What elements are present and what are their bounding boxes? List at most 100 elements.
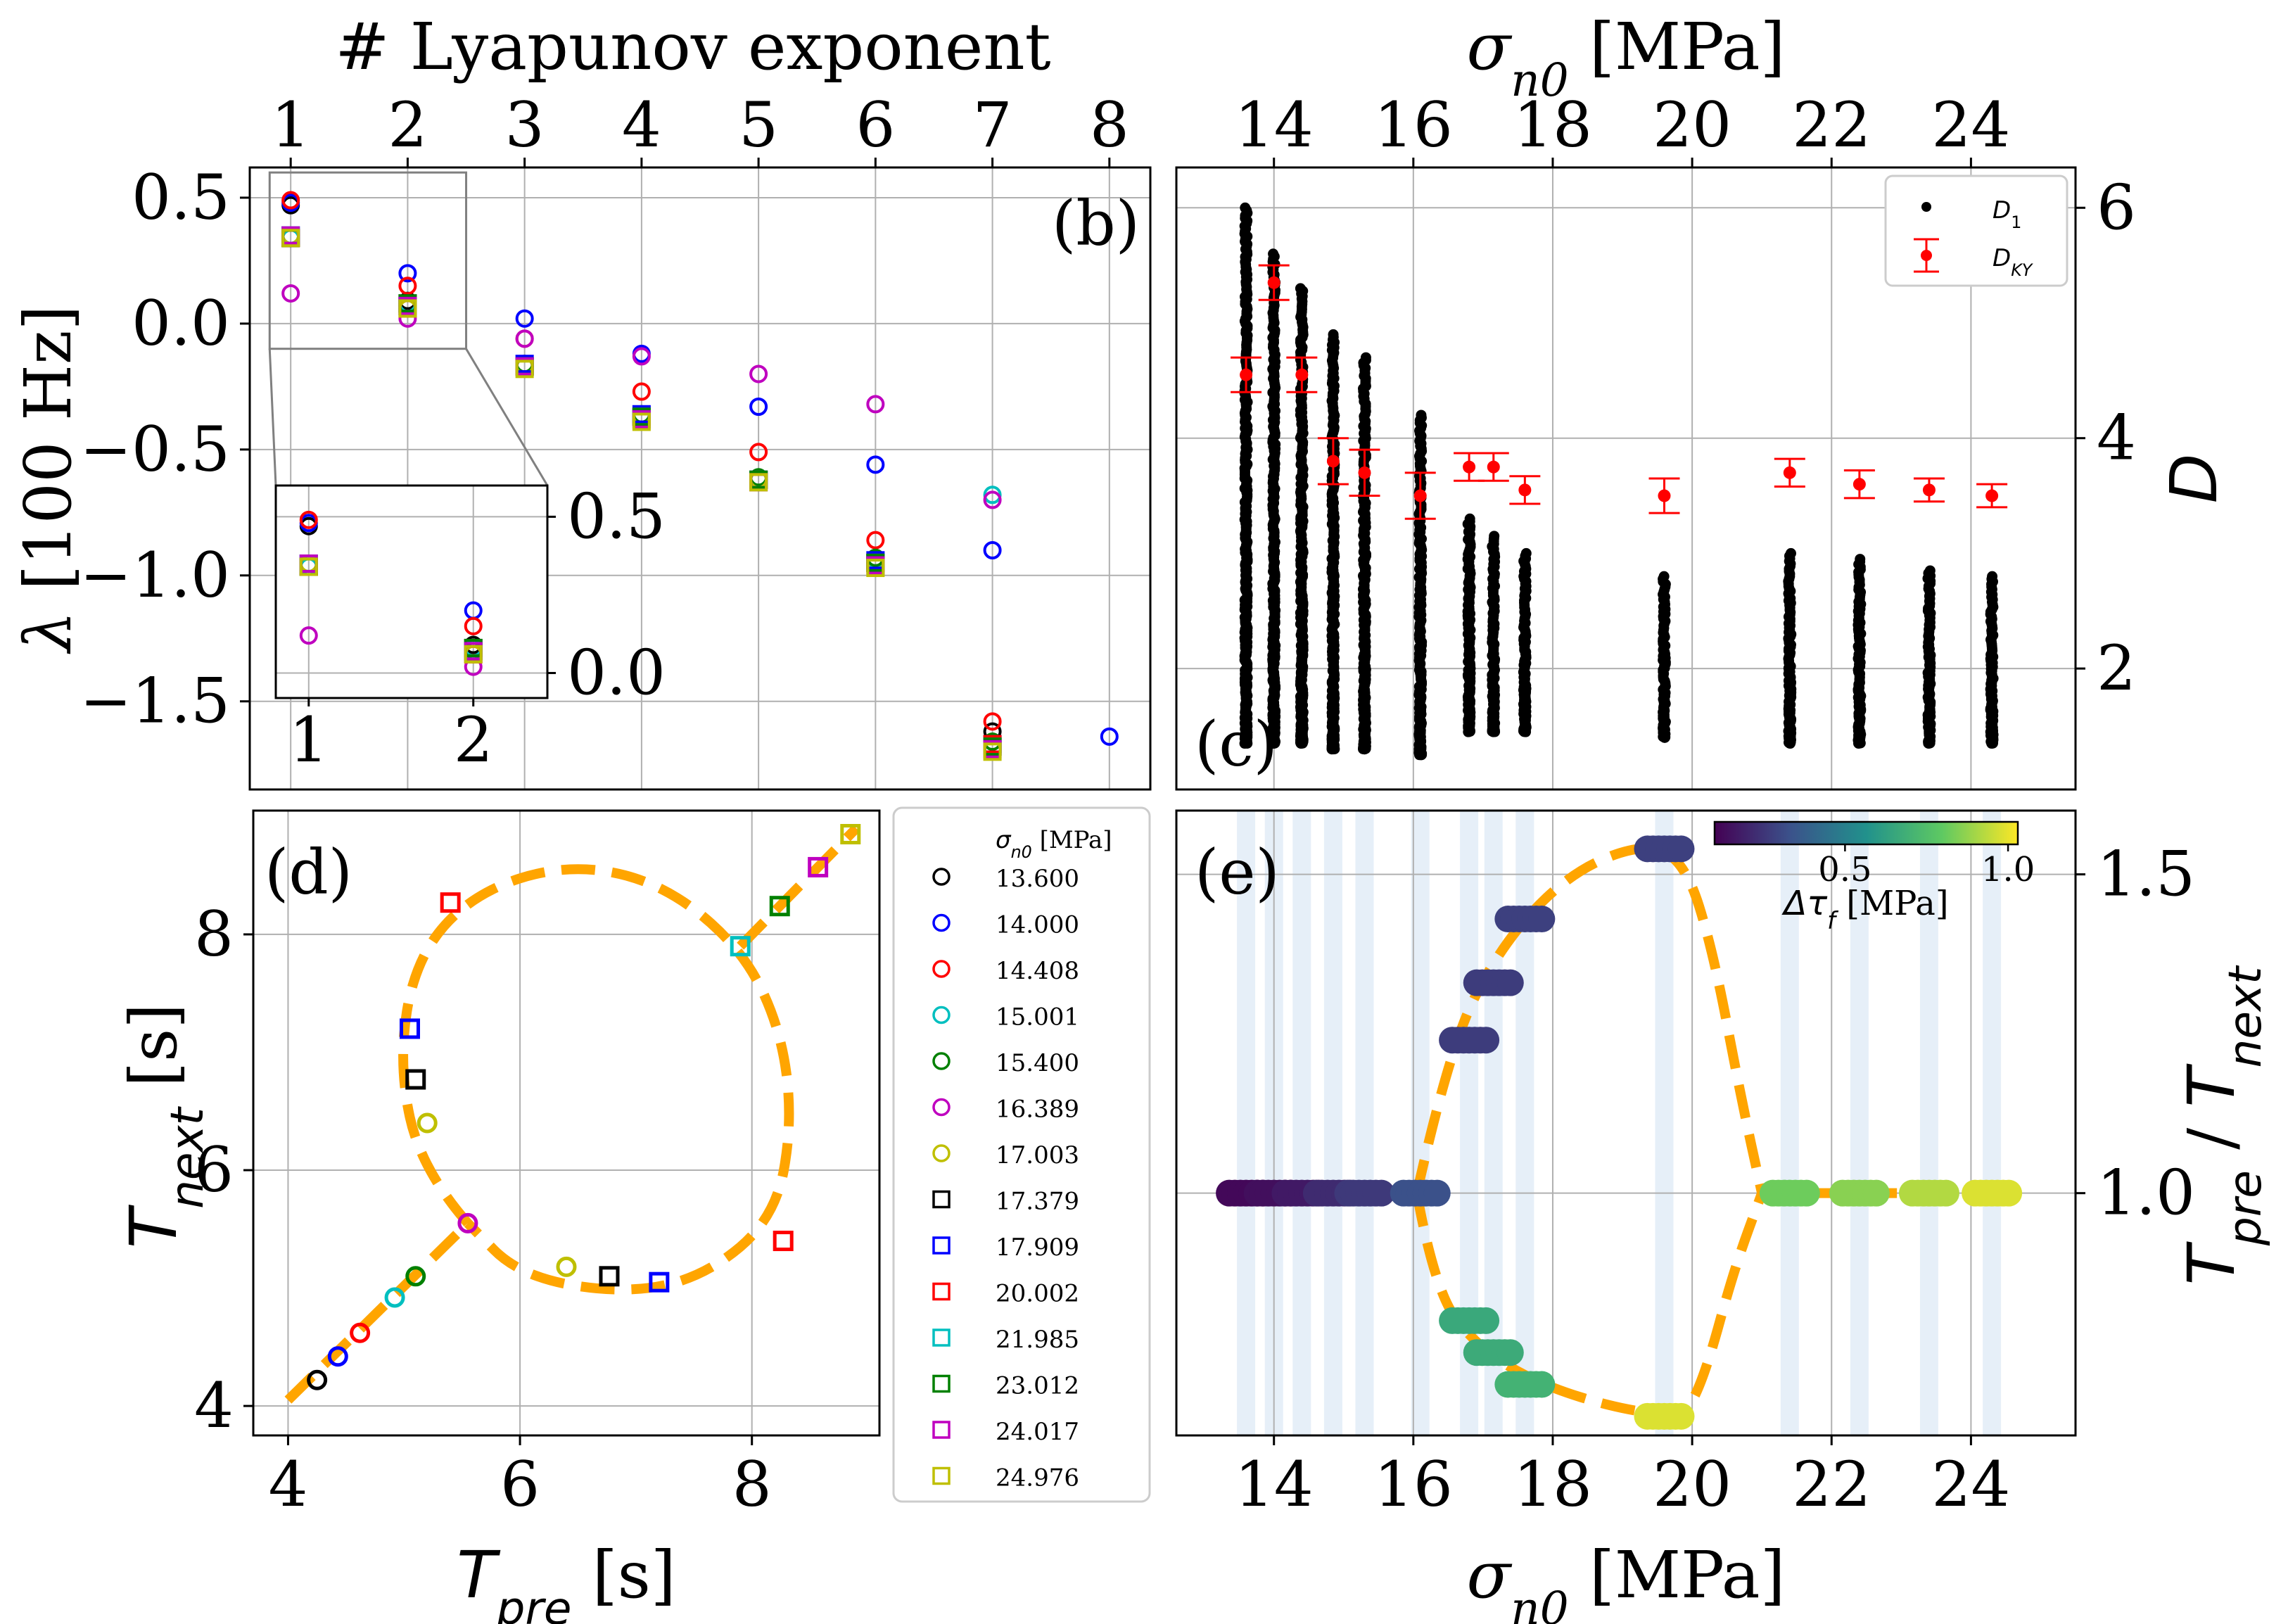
return-map-marker: [384, 1287, 405, 1308]
legend-marker: [932, 1144, 951, 1162]
inset-y-tick-label: 0.0: [567, 636, 666, 709]
loop-curve: [398, 864, 794, 1295]
legend-label-DKY: DKY: [1993, 244, 2034, 280]
shaded-band: [1292, 811, 1311, 1435]
return-map-marker: [730, 936, 751, 957]
D1-point: [1785, 547, 1796, 559]
inset-x-tick-label: 2: [454, 704, 493, 776]
inset-x-tick-label: 1: [289, 704, 329, 776]
return-map-marker: [405, 1069, 426, 1090]
y-axis-label: Tnext [s]: [116, 1003, 214, 1248]
lyapunov-marker: [398, 299, 417, 318]
legend-marker: [932, 1374, 951, 1393]
y-tick-label: 6: [2097, 171, 2136, 243]
legend-entry-label: 14.408: [996, 957, 1079, 985]
x-tick-label: 24: [1931, 1448, 2010, 1521]
DKY-point: [1267, 276, 1280, 289]
D1-point: [1520, 547, 1532, 559]
legend-marker: [932, 1328, 951, 1347]
inset-marker: [299, 557, 318, 576]
inset-connector: [268, 348, 277, 486]
DKY-point: [1922, 483, 1936, 497]
y-tick-label: 1.5: [2097, 838, 2195, 911]
return-map-marker: [405, 1266, 426, 1287]
lyapunov-marker: [281, 284, 300, 303]
DKY-point: [1658, 489, 1671, 502]
colorbar-tick-label: 0.5: [1818, 850, 1871, 889]
legend-entry-label: 16.389: [996, 1096, 1079, 1124]
return-map-marker: [769, 896, 790, 917]
legend-entry-label: 14.000: [996, 911, 1079, 939]
lyapunov-marker: [866, 455, 885, 474]
return-map-marker: [773, 1231, 794, 1252]
x-tick-label: 24: [1931, 89, 2010, 161]
x-tick-label: 2: [388, 89, 427, 161]
D1-point: [1360, 352, 1371, 363]
shaded-band: [1411, 811, 1430, 1435]
legend-box: [892, 806, 1151, 1503]
return-map-marker: [808, 856, 829, 877]
DKY-point: [1518, 483, 1532, 497]
D1-point: [1416, 410, 1427, 421]
D1-point: [1987, 571, 1998, 582]
y-tick-label: −1.5: [80, 665, 230, 737]
y-tick-label: −0.5: [80, 413, 230, 486]
legend-marker: [932, 1098, 951, 1117]
DKY-point: [1463, 460, 1476, 474]
legend-entry-label: 24.976: [996, 1464, 1079, 1492]
colorbar: 0.5 1.0 Δτf [MPa]: [1713, 820, 2035, 934]
x-tick-label: 3: [505, 89, 545, 161]
legend-entry-label: 24.017: [996, 1418, 1079, 1446]
lyapunov-marker: [983, 541, 1002, 559]
legend-marker: [932, 960, 951, 978]
inset-marker: [299, 510, 318, 529]
x-tick-label: 1: [271, 89, 310, 161]
ratio-point: [1473, 1027, 1500, 1054]
ratio-point: [1667, 1402, 1695, 1430]
legend-entry-label: 17.003: [996, 1141, 1079, 1169]
legend: D1 DKY: [1884, 175, 2068, 287]
x-tick-label: 16: [1374, 89, 1453, 161]
shaded-band: [1850, 811, 1869, 1435]
shaded-band: [1780, 811, 1799, 1435]
legend-marker-DKY: [1921, 250, 1932, 261]
x-tick-label: 22: [1792, 1448, 1871, 1521]
ratio-point: [1862, 1179, 1890, 1207]
legend-marker: [932, 1282, 951, 1301]
y-axis-label: Tpre / Tnext: [2174, 965, 2272, 1285]
y-tick-label: 6: [194, 1134, 234, 1206]
lyapunov-marker: [632, 347, 651, 366]
inset-marker: [299, 626, 318, 645]
D1-point: [1328, 329, 1339, 340]
return-map-marker: [327, 1346, 348, 1367]
y-tick-label: 0.5: [132, 161, 230, 234]
legend-entry-label: 13.600: [996, 865, 1079, 893]
lyapunov-marker: [1100, 727, 1119, 746]
top-x-axis-label: σn0 [MPa]: [1466, 9, 1785, 107]
panel-e-period-ratio: 14 16 18 20 22 24 1.5 1.0 σn0 [MPa] Tpre / Tnext (…: [1175, 809, 2272, 1624]
legend-marker: [932, 1236, 951, 1255]
D1-point: [1489, 531, 1500, 542]
diagonal-upper: [737, 825, 860, 950]
x-tick-label: 14: [1235, 89, 1314, 161]
return-map-marker: [307, 1369, 328, 1390]
legend-entry-label: 17.379: [996, 1188, 1079, 1216]
legend-entry-label: 21.985: [996, 1326, 1079, 1354]
x-tick-label: 4: [622, 89, 661, 161]
x-tick-label: 18: [1513, 1448, 1592, 1521]
legend-title: σn0 [MPa]: [996, 826, 1112, 862]
y-tick-label: −1.0: [80, 539, 230, 611]
D1-point: [1240, 202, 1251, 213]
lyapunov-marker: [398, 264, 417, 283]
y-tick-label: 1.0: [2097, 1157, 2195, 1229]
shaded-band: [1355, 811, 1374, 1435]
panel-label: (e): [1195, 836, 1280, 908]
panel-d-legend: σn0 [MPa] 13.600 14.000 14.408 15.001 15.400 1…: [892, 806, 1151, 1503]
return-map-marker: [440, 892, 461, 913]
y-axis-label: D: [2156, 454, 2232, 504]
ratio-point: [1368, 1179, 1395, 1207]
lyapunov-marker: [398, 277, 417, 296]
legend-marker: [932, 1052, 951, 1070]
legend-marker: [932, 1190, 951, 1209]
panel-c-dimension: 14 16 18 20 22 24 σn0 [MPa] 6 4 2 D (c) D1 DKY: [1175, 9, 2232, 791]
